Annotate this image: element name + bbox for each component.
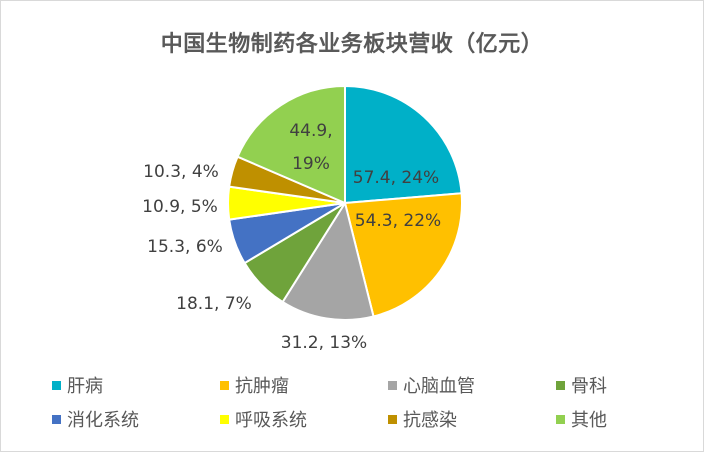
legend-item-digestive: 消化系统 <box>52 406 220 432</box>
legend-item-anti-infective: 抗感染 <box>388 406 556 432</box>
legend-swatch-cardio <box>388 380 397 390</box>
legend-row-2: 消化系统 呼吸系统 抗感染 其他 <box>52 402 672 436</box>
legend-row-1: 肝病 抗肿瘤 心脑血管 骨科 <box>52 368 672 402</box>
data-label-1: 54.3, 22% <box>355 211 441 231</box>
legend-swatch-liver <box>52 380 61 390</box>
data-label-7: 44.9, 19% <box>289 121 332 174</box>
legend-swatch-other <box>556 414 565 424</box>
legend-label-liver: 肝病 <box>67 376 103 397</box>
chart-legend: 肝病 抗肿瘤 心脑血管 骨科 消化系统 呼吸系统 抗感染 其他 <box>52 368 672 436</box>
legend-item-cardio: 心脑血管 <box>388 372 556 398</box>
legend-swatch-oncology <box>220 380 229 390</box>
data-label-2: 31.2, 13% <box>281 333 367 353</box>
legend-label-cardio: 心脑血管 <box>403 376 475 397</box>
data-label-4: 15.3, 6% <box>147 237 223 257</box>
pie-slice-0 <box>344 84 463 205</box>
legend-item-liver: 肝病 <box>52 372 220 398</box>
legend-label-other: 其他 <box>571 410 607 431</box>
legend-item-oncology: 抗肿瘤 <box>220 372 388 398</box>
legend-label-respiratory: 呼吸系统 <box>235 410 307 431</box>
legend-swatch-orthopedics <box>556 380 565 390</box>
legend-item-other: 其他 <box>556 406 607 432</box>
data-label-6: 10.3, 4% <box>143 162 219 182</box>
legend-swatch-respiratory <box>220 414 229 424</box>
pie-slice-1 <box>343 192 463 318</box>
legend-swatch-digestive <box>52 414 61 424</box>
legend-label-oncology: 抗肿瘤 <box>235 376 289 397</box>
pie-slice-7 <box>236 84 346 205</box>
chart-title: 中国生物制药各业务板块营收（亿元） <box>160 32 544 57</box>
legend-item-respiratory: 呼吸系统 <box>220 406 388 432</box>
data-label-3: 18.1, 7% <box>176 294 252 314</box>
legend-label-orthopedics: 骨科 <box>571 376 607 397</box>
pie-slice-2 <box>281 200 375 321</box>
legend-label-anti-infective: 抗感染 <box>403 410 457 431</box>
data-label-5: 10.9, 5% <box>142 197 218 217</box>
legend-item-orthopedics: 骨科 <box>556 372 607 398</box>
legend-swatch-anti-infective <box>388 414 397 424</box>
data-label-0: 57.4, 24% <box>353 168 439 188</box>
legend-label-digestive: 消化系统 <box>67 410 139 431</box>
